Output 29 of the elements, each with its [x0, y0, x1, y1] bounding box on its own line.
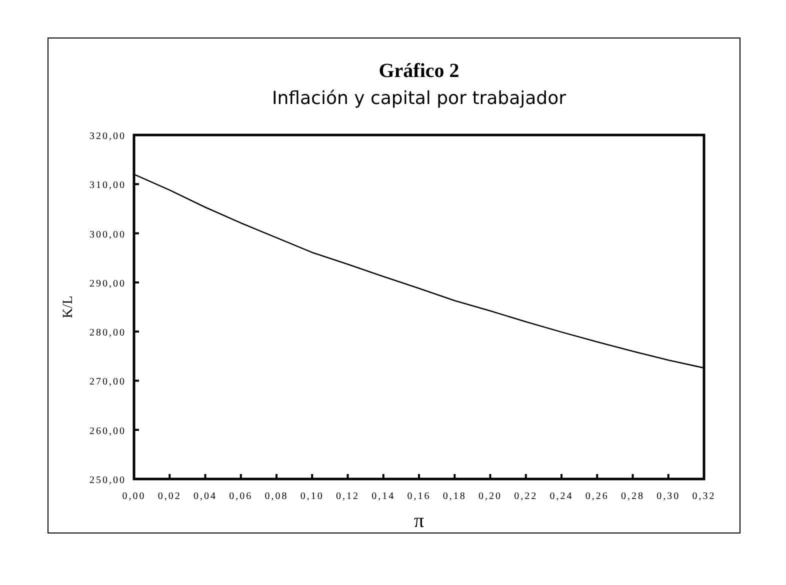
x-tick-label: 0,10	[300, 491, 324, 502]
x-tick-label: 0,12	[336, 491, 360, 502]
y-tick-label: 320,00	[90, 131, 126, 142]
x-tick-label: 0,08	[264, 491, 288, 502]
x-tick-label: 0,28	[621, 491, 644, 502]
y-tick-label: 250,00	[90, 475, 126, 486]
chart-title: Gráfico 2	[378, 60, 460, 82]
y-tick-label: 270,00	[90, 376, 126, 388]
x-tick-label: 0,06	[229, 491, 253, 502]
x-tick-label: 0,26	[585, 491, 609, 502]
y-tick-label: 310,00	[90, 180, 126, 192]
x-axis-title: π	[414, 510, 424, 532]
chart-subtitle: Inflación y capital por trabajador	[272, 88, 567, 109]
x-tick-label: 0,24	[550, 491, 574, 502]
x-tick-label: 0,20	[478, 491, 502, 502]
x-tick-label: 0,22	[514, 491, 538, 502]
x-tick-label: 0,30	[656, 491, 680, 502]
x-tick-label: 0,16	[407, 491, 431, 502]
x-tick-label: 0,04	[194, 491, 217, 502]
x-tick-label: 0,18	[442, 491, 466, 502]
x-tick-label: 0,00	[122, 491, 146, 502]
x-tick-label: 0,32	[692, 491, 716, 502]
y-tick-label: 290,00	[90, 278, 126, 290]
y-axis-title: K/L	[61, 296, 76, 318]
x-tick-label: 0,02	[158, 491, 182, 502]
y-tick-label: 280,00	[90, 328, 126, 339]
x-tick-label: 0,14	[372, 491, 396, 502]
y-tick-label: 260,00	[90, 426, 126, 437]
y-tick-label: 300,00	[90, 229, 126, 240]
